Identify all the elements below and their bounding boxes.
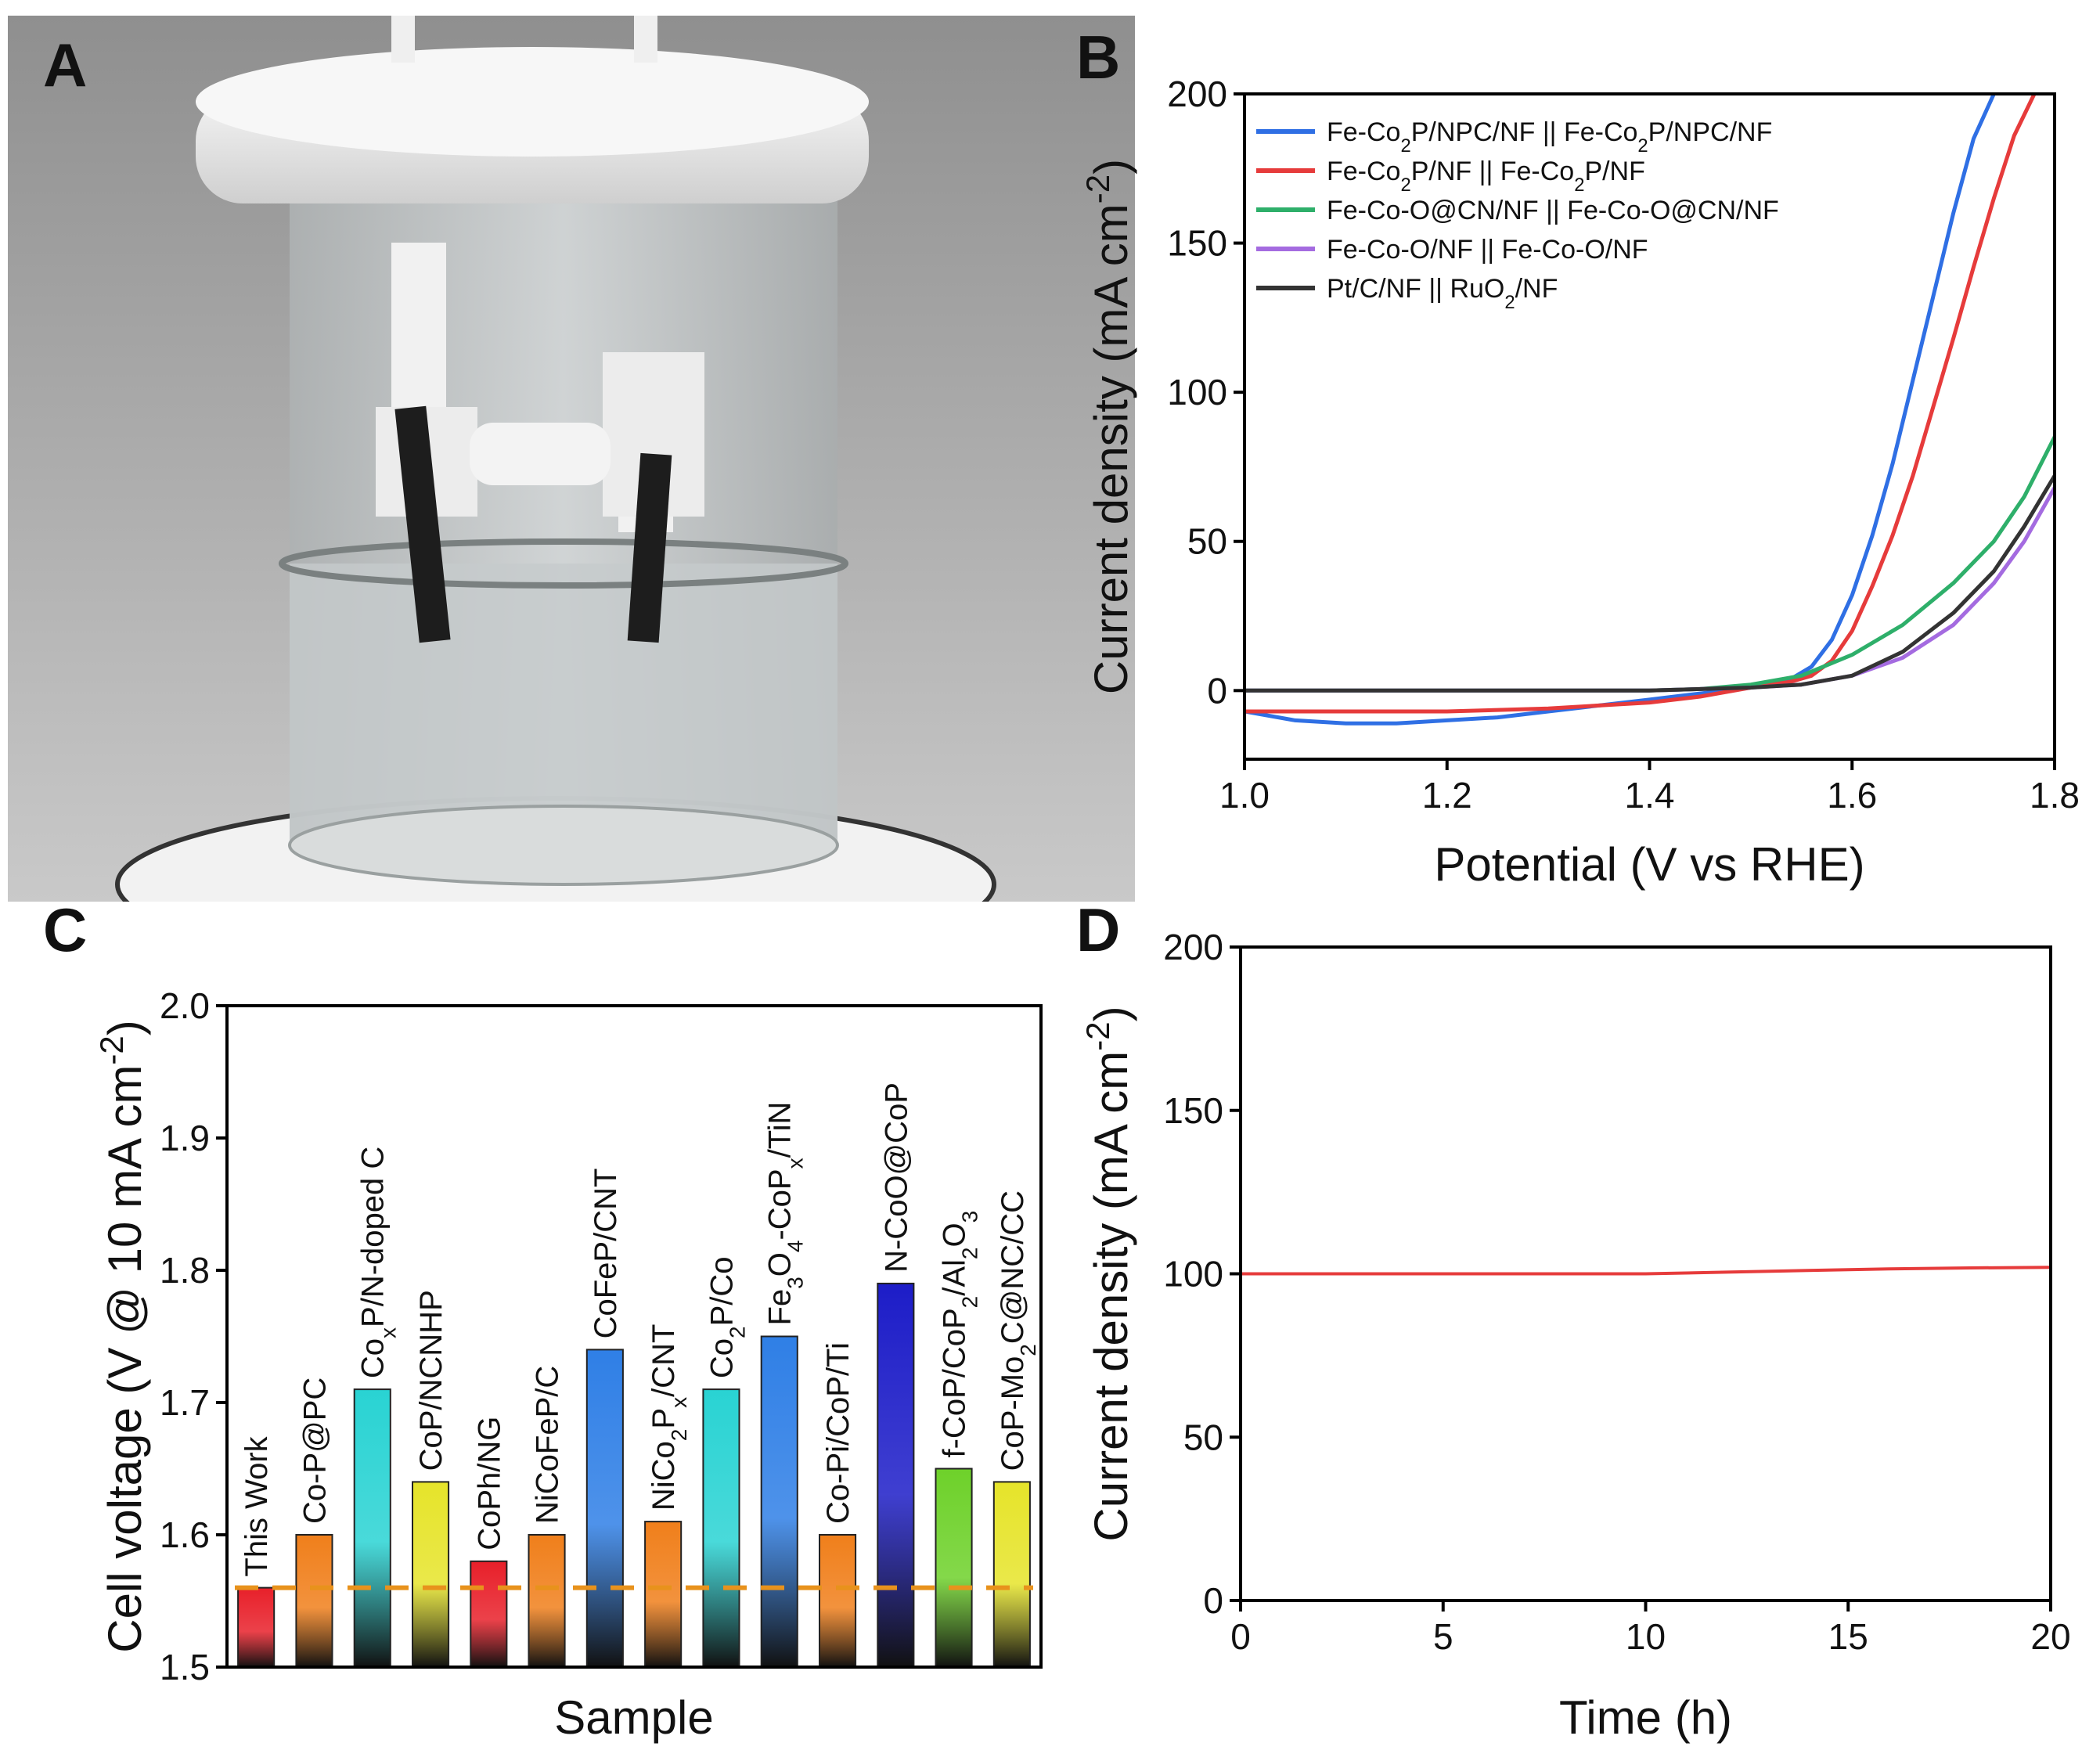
panel-letter-b: B	[1076, 23, 1120, 92]
chart-d-x-axis-title: Time (h)	[1559, 1691, 1732, 1744]
chart-d-y-axis-title: Current density (mA cm-2)	[1079, 1006, 1138, 1541]
chart-c-bar-7	[644, 1521, 683, 1668]
chart-c-bar-3	[412, 1481, 450, 1669]
chart-b-x-tick-label: 1.2	[1422, 775, 1472, 816]
chart-c-bar-6	[585, 1349, 624, 1669]
chart-c-bar-label-2: CoxP/N-doped C	[356, 1147, 401, 1378]
chart-c-bar-5	[528, 1534, 566, 1668]
legend-label-2: Fe-Co-O@CN/NF || Fe-Co-O@CN/NF	[1327, 196, 1779, 225]
chart-c-frame	[225, 1004, 1043, 1669]
chart-c-bar-label-1: Co-P@PC	[297, 1377, 332, 1524]
chart-c-y-tick-label: 1.7	[160, 1382, 210, 1423]
chart-b-y-tick-label: 200	[1167, 74, 1227, 114]
chart-c-bar-label-9: Fe3O4-CoPx/TiN	[763, 1102, 807, 1326]
chart-c-bar-4	[470, 1560, 508, 1669]
chart-b-y-tick-label: 50	[1187, 521, 1227, 562]
chart-c-bar-label-7: NiCo2Px/CNT	[647, 1324, 691, 1511]
chart-d-y-tick-label: 100	[1163, 1254, 1223, 1295]
chart-b-x-axis-title: Potential (V vs RHE)	[1434, 838, 1864, 891]
panel-letter-d: D	[1076, 895, 1120, 964]
chart-c-bar-label-10: Co-Pi/CoP/Ti	[821, 1342, 855, 1524]
chart-b-y-tick-label: 0	[1207, 670, 1227, 711]
chart-c-bar-10	[819, 1534, 857, 1668]
legend-label-0: Fe-Co2P/NPC/NF || Fe-Co2P/NPC/NF	[1327, 117, 1772, 157]
chart-c-bar-label-0: This Work	[240, 1435, 274, 1576]
chart-c-y-tick-label: 2.0	[160, 985, 210, 1026]
chart-b-series-line-1	[1245, 94, 2037, 714]
chart-c-bar-label-4: CoPh/NG	[472, 1417, 506, 1550]
chart-c-y-tick-label: 1.9	[160, 1118, 210, 1158]
chart-b-y-tick-label: 150	[1167, 223, 1227, 264]
chart-c-y-tick-label: 1.5	[160, 1647, 210, 1687]
chart-c-bar-2	[353, 1388, 391, 1668]
chart-d-x-tick-label: 15	[1828, 1616, 1868, 1657]
chart-c-bar-label-11: N-CoO@CoP	[879, 1082, 913, 1273]
chart-c-bar-12	[935, 1468, 973, 1668]
chart-d-y-tick-label: 200	[1163, 927, 1223, 967]
chart-b-legend: Fe-Co2P/NPC/NF || Fe-Co2P/NPC/NFFe-Co2P/…	[1256, 117, 1779, 313]
chart-c-bar-9	[760, 1335, 798, 1668]
chart-d-x-tick-label: 10	[1626, 1616, 1666, 1657]
chart-c-bar-label-13: CoP-Mo2C@NC/CC	[996, 1190, 1040, 1471]
chart-c-bar-13	[992, 1481, 1031, 1669]
chart-d-x-tick-label: 0	[1230, 1616, 1251, 1657]
chart-c-bar-label-6: CoFeP/CNT	[589, 1169, 623, 1339]
chart-b-x-tick-label: 1.8	[2030, 775, 2080, 816]
chart-d-y-tick-label: 50	[1183, 1417, 1223, 1457]
chart-c-bar-8	[702, 1388, 740, 1668]
chart-b-series-line-2	[1245, 436, 2055, 693]
chart-c-y-tick-label: 1.8	[160, 1250, 210, 1291]
chart-c-y-axis-title: Cell voltage (V @ 10 mA cm-2)	[93, 1020, 152, 1653]
chart-c-bar-0	[237, 1586, 276, 1668]
chart-b-series-line-3	[1245, 486, 2055, 693]
legend-label-4: Pt/C/NF || RuO2/NF	[1327, 274, 1558, 313]
chart-c-bar-11	[877, 1282, 915, 1669]
legend-label-3: Fe-Co-O/NF || Fe-Co-O/NF	[1327, 235, 1648, 265]
chart-c-bar-label-5: NiCoFeP/C	[531, 1366, 565, 1524]
legend-label-1: Fe-Co2P/NF || Fe-Co2P/NF	[1327, 157, 1645, 196]
chart-c-voltage-comparison: 1.5 1.6 1.7 1.8 1.9 2.0 This Work Co-P@PC CoxP/…	[93, 985, 1043, 1744]
chart-b-y-axis-title: Current density (mA cm-2)	[1079, 159, 1138, 694]
chart-b-frame	[1243, 92, 2056, 761]
chart-d-x-tick-label: 5	[1433, 1616, 1453, 1657]
panel-letter-c: C	[43, 895, 87, 964]
chart-b-x-tick-label: 1.0	[1219, 775, 1270, 816]
chart-d-series-line-0	[1241, 1266, 2051, 1276]
chart-b-x-tick-label: 1.4	[1625, 775, 1675, 816]
panel-letter-a: A	[43, 31, 87, 99]
chart-d-y-tick-label: 150	[1163, 1090, 1223, 1131]
chart-c-bar-1	[295, 1534, 333, 1668]
chart-c-y-tick-label: 1.6	[160, 1514, 210, 1555]
chart-b-series-line-4	[1245, 474, 2055, 693]
chart-b-series-line-0	[1245, 94, 1996, 726]
chart-b-linear-sweep: 1.0 1.2 1.4 1.6 1.8 0 50 100 150 200 Fe-Co2P/NPC/…	[1079, 74, 2080, 891]
chart-b-y-tick-label: 100	[1167, 372, 1227, 412]
chart-c-bar-label-3: CoP/NCNHP	[414, 1290, 448, 1471]
chart-c-x-axis-title: Sample	[554, 1691, 713, 1744]
chart-d-x-tick-label: 20	[2030, 1616, 2070, 1657]
chart-c-bar-label-8: Co2P/Co	[704, 1256, 749, 1378]
chart-c-bar-label-12: f-CoP/CoP2/Al2O3	[938, 1211, 982, 1458]
photo-electrolyzer	[8, 16, 1135, 902]
chart-b-x-tick-label: 1.6	[1827, 775, 1877, 816]
chart-d-y-tick-label: 0	[1203, 1580, 1223, 1621]
photo-illustration	[8, 16, 1135, 902]
